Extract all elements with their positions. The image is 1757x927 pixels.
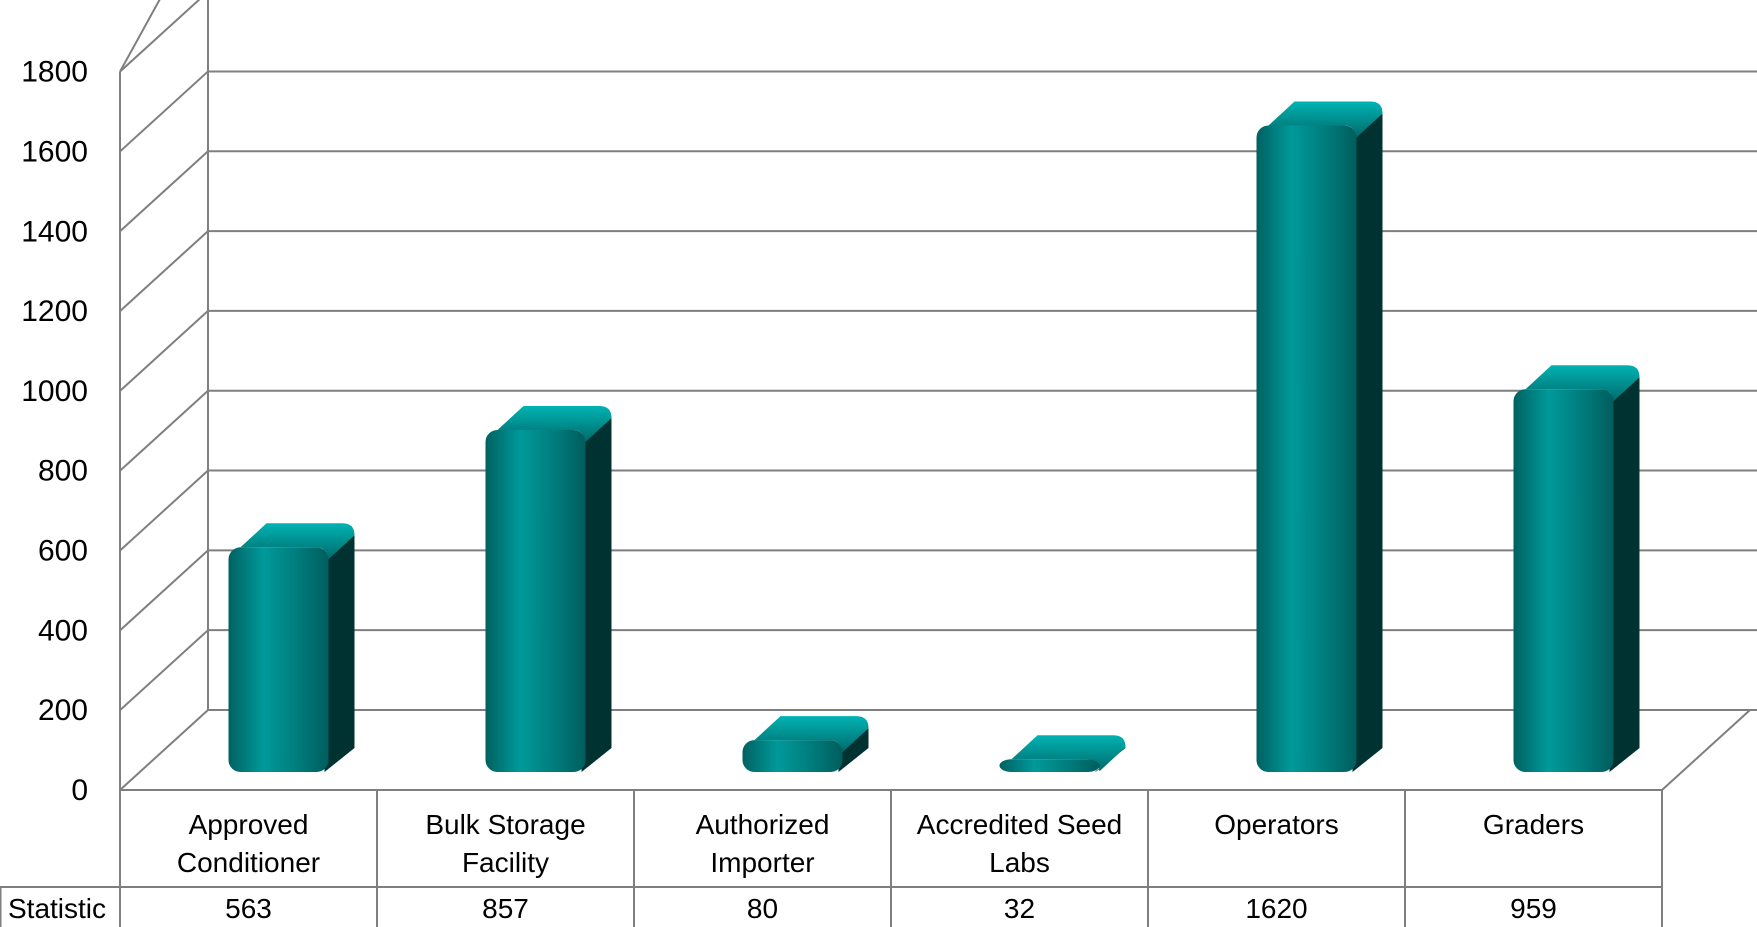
gridline-depth bbox=[119, 709, 209, 791]
gridline-depth bbox=[119, 310, 209, 392]
gridline-depth bbox=[119, 0, 201, 73]
gridline-depth bbox=[119, 469, 209, 552]
y-tick-label: 400 bbox=[38, 614, 88, 647]
bar-top bbox=[754, 716, 869, 753]
gridline-depth bbox=[119, 230, 209, 312]
y-axis-ticks: 0 200 400 600 800 1000 1200 1400 1600 1800 bbox=[21, 56, 88, 807]
bar-5 bbox=[1513, 365, 1640, 772]
bar-2 bbox=[742, 716, 869, 772]
y-tick-label: 1800 bbox=[21, 56, 88, 89]
x-tick-label: Operators bbox=[1214, 809, 1339, 840]
y-tick-label: 800 bbox=[38, 455, 88, 488]
bar-front bbox=[1513, 389, 1614, 772]
bar-top bbox=[240, 523, 355, 560]
gridline-top-depth bbox=[119, 0, 161, 73]
x-tick-label: Bulk Storage Facility bbox=[425, 809, 585, 878]
bar-1 bbox=[485, 405, 612, 772]
data-label: 1620 bbox=[1245, 893, 1307, 924]
data-label: 857 bbox=[482, 893, 529, 924]
data-label: 959 bbox=[1510, 893, 1557, 924]
x-tick-label: Approved Conditioner bbox=[177, 809, 320, 878]
gridline-depth bbox=[119, 629, 209, 711]
y-tick-label: 600 bbox=[38, 535, 88, 568]
gridline-depth bbox=[119, 389, 209, 472]
x-tick-label: Authorized Importer bbox=[696, 809, 830, 878]
bar-4 bbox=[1256, 101, 1383, 772]
y-tick-label: 1600 bbox=[21, 135, 88, 168]
x-tick-label: Accredited Seed Labs bbox=[917, 809, 1122, 878]
x-tick-label: Graders bbox=[1483, 809, 1584, 840]
data-label: 563 bbox=[225, 893, 272, 924]
y-tick-label: 1000 bbox=[21, 375, 88, 408]
bar-top bbox=[1525, 365, 1640, 402]
bar-front bbox=[1256, 125, 1357, 772]
data-label: 80 bbox=[747, 893, 778, 924]
floor-right-edge bbox=[1661, 709, 1751, 791]
y-tick-label: 0 bbox=[71, 774, 88, 807]
bar-side bbox=[581, 417, 612, 772]
bar-side bbox=[324, 535, 355, 772]
bar-0 bbox=[228, 523, 355, 772]
bar-side bbox=[1609, 377, 1640, 772]
gridline-depth bbox=[119, 150, 209, 232]
bar-side bbox=[838, 728, 869, 772]
bar-3 bbox=[999, 735, 1126, 772]
bar-front bbox=[999, 759, 1100, 772]
bar-top bbox=[1268, 101, 1383, 138]
gridline-depth bbox=[119, 549, 209, 632]
y-tick-label: 200 bbox=[38, 694, 88, 727]
y-tick-label: 1400 bbox=[21, 215, 88, 248]
bar-side bbox=[1352, 113, 1383, 772]
data-table: Statistic Approved Conditioner 563 Bulk Stor… bbox=[0, 790, 1663, 927]
bar-front bbox=[742, 740, 843, 772]
bar-front bbox=[228, 547, 329, 772]
data-label: 32 bbox=[1004, 893, 1035, 924]
bar-front bbox=[485, 429, 586, 772]
grid-layer bbox=[119, 0, 1757, 791]
table-row-label: Statistic bbox=[8, 893, 106, 924]
y-tick-label: 1200 bbox=[21, 295, 88, 328]
bars-layer bbox=[228, 101, 1640, 772]
gridline-depth bbox=[119, 70, 209, 153]
bar-top bbox=[497, 405, 612, 442]
